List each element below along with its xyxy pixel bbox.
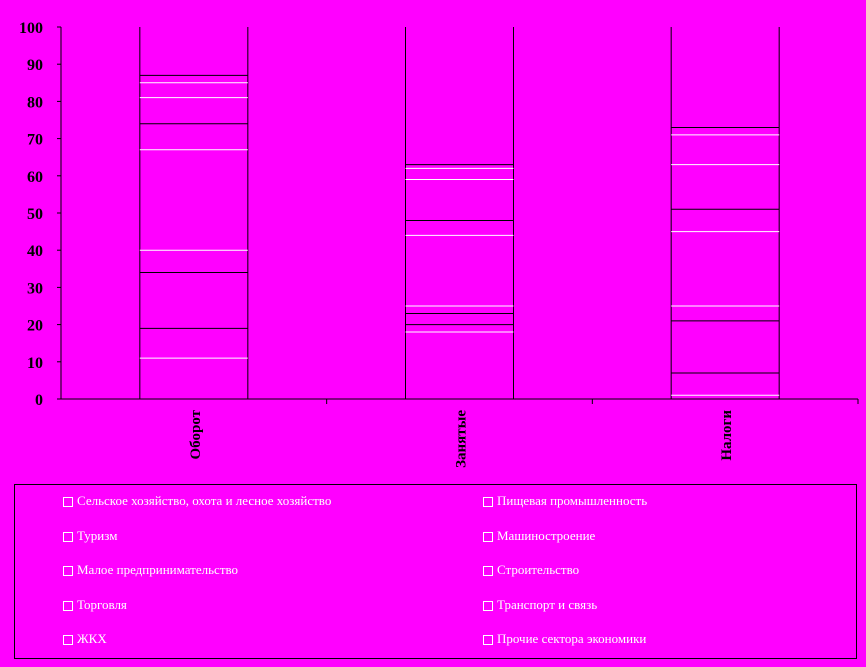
legend-label: Сельское хозяйство, охота и лесное хозяй… <box>77 493 332 508</box>
legend-swatch <box>483 497 493 508</box>
bar-1 <box>139 27 249 399</box>
legend-item-small-business: Малое предпринимательство <box>63 562 238 578</box>
y-tick-label: 70 <box>27 132 43 149</box>
legend-label: Прочие сектора экономики <box>497 631 647 646</box>
legend-label: Пищевая промышленность <box>497 493 648 508</box>
legend-item-transport: Транспорт и связь <box>483 597 597 613</box>
legend-swatch <box>483 601 493 612</box>
bars-group <box>139 27 780 399</box>
legend-swatch <box>483 566 493 577</box>
y-tick-label: 20 <box>27 318 43 335</box>
y-tick-label: 50 <box>27 206 43 223</box>
y-tick-label: 10 <box>27 355 43 372</box>
x-tick-label: Оборот <box>188 409 204 459</box>
legend-item-housing: ЖКХ <box>63 631 107 647</box>
y-tick-label: 40 <box>27 243 43 260</box>
y-axis-ticks: 0 10 20 30 40 50 60 70 80 90 100 <box>19 20 61 409</box>
legend-label: ЖКХ <box>77 631 107 646</box>
legend-label: Строительство <box>497 562 580 577</box>
y-tick-label: 0 <box>35 392 43 409</box>
legend-item-tourism: Туризм <box>63 528 117 544</box>
y-tick-label: 90 <box>27 57 43 74</box>
legend-swatch <box>63 532 73 543</box>
legend-swatch <box>63 635 73 646</box>
x-tick-label: Занятые <box>454 410 470 468</box>
legend-swatch <box>63 601 73 612</box>
stacked-bar-chart: 0 10 20 30 40 50 60 70 80 90 100 Оборот Занятые Нало… <box>19 20 859 468</box>
legend-label: Туризм <box>77 528 118 543</box>
x-tick-label: Налоги <box>719 410 735 461</box>
y-tick-label: 80 <box>27 94 43 111</box>
y-tick-label: 100 <box>19 20 43 37</box>
legend-item-food-industry: Пищевая промышленность <box>483 493 647 509</box>
bar-2 <box>405 27 514 399</box>
legend-item-machinery: Машиностроение <box>483 528 595 544</box>
legend-item-agriculture: Сельское хозяйство, охота и лесное хозяй… <box>63 493 331 509</box>
legend-label: Машиностроение <box>497 528 596 543</box>
y-tick-label: 30 <box>27 280 43 297</box>
legend-swatch <box>63 566 73 577</box>
legend-swatch <box>483 635 493 646</box>
legend: Сельское хозяйство, охота и лесное хозяй… <box>14 484 857 659</box>
legend-item-trade: Торговля <box>63 597 127 613</box>
x-axis-ticks: Оборот Занятые Налоги <box>188 399 859 468</box>
legend-label: Торговля <box>77 597 127 612</box>
legend-swatch <box>63 497 73 508</box>
y-tick-label: 60 <box>27 169 43 186</box>
legend-label: Малое предпринимательство <box>77 562 239 577</box>
legend-item-construction: Строительство <box>483 562 579 578</box>
legend-swatch <box>483 532 493 543</box>
legend-item-other: Прочие сектора экономики <box>483 631 646 647</box>
legend-label: Транспорт и связь <box>497 597 598 612</box>
bar-3 <box>670 27 780 399</box>
